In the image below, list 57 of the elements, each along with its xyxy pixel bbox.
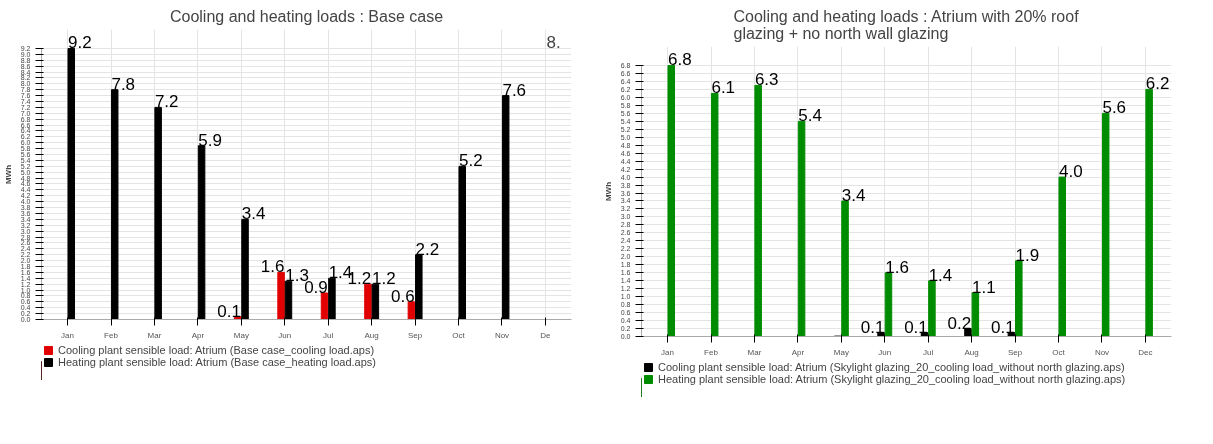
- y-axis-title: MWh: [3, 164, 13, 185]
- x-tick-label: Oct: [452, 330, 466, 340]
- x-tick-label: Jul: [923, 347, 934, 357]
- x-tick-label: Aug: [964, 347, 979, 357]
- data-label: 1.6: [260, 257, 285, 277]
- data-label: 1.9: [1015, 245, 1040, 265]
- data-label: 1.4: [928, 265, 953, 285]
- data-label: 0.1: [217, 301, 241, 321]
- y-axis-title: MWh: [603, 181, 613, 202]
- legend-label: Heating plant sensible load: Atrium (Skylight glazing_20_cooling load_without north glazing.aps): [658, 373, 1126, 385]
- x-tick-label: Jul: [323, 330, 334, 340]
- legend-label: Cooling plant sensible load: Atrium (Skylight glazing_20_cooling load_without north glazing.aps): [658, 361, 1125, 373]
- data-label: 5.4: [798, 106, 822, 126]
- x-tick-label: Nov: [494, 330, 510, 340]
- data-label: 6.2: [1145, 74, 1170, 94]
- x-tick-label: De: [540, 330, 552, 340]
- data-label: 3.4: [841, 185, 866, 205]
- x-tick-label: Mar: [747, 347, 762, 357]
- x-tick-label: Apr: [191, 330, 205, 340]
- data-label: 9.2: [68, 33, 92, 53]
- data-label: 1.1: [972, 277, 996, 297]
- x-tick-label: Sep: [407, 330, 423, 340]
- x-tick-label: May: [833, 347, 849, 357]
- chart-title: Cooling and heating loads : Atrium with 20% roof glazing + no north wall glazing: [733, 7, 1080, 42]
- data-label: 3.4: [241, 204, 266, 224]
- data-label: 5.9: [198, 130, 222, 150]
- x-tick-label: Feb: [104, 330, 119, 340]
- x-tick-label: Jun: [278, 330, 292, 340]
- data-label: 5.2: [458, 151, 483, 171]
- annotation: 8.: [546, 32, 561, 52]
- x-tick-label: Apr: [791, 347, 805, 357]
- data-label: 6.8: [668, 50, 692, 70]
- x-tick-label: Nov: [1094, 347, 1110, 357]
- data-label: 1.2: [372, 269, 396, 289]
- x-tick-label: Jun: [878, 347, 892, 357]
- x-tick-label: Feb: [704, 347, 719, 357]
- legend-label: Cooling plant sensible load: Atrium (Base case_cooling load.aps): [58, 344, 375, 356]
- x-tick-label: Dec: [1138, 347, 1153, 357]
- chart-title: Cooling and heating loads : Base case: [169, 7, 444, 25]
- data-label: 6.3: [754, 70, 779, 90]
- data-label: 7.2: [154, 92, 179, 112]
- data-label: 7.8: [111, 74, 136, 94]
- x-tick-label: Mar: [147, 330, 162, 340]
- x-tick-label: Sep: [1007, 347, 1023, 357]
- data-label: 0.6: [391, 286, 415, 306]
- x-tick-label: Jan: [661, 347, 675, 357]
- data-label: 5.6: [1102, 98, 1127, 118]
- x-tick-label: Oct: [1052, 347, 1066, 357]
- x-tick-label: Aug: [364, 330, 379, 340]
- x-tick-label: May: [233, 330, 249, 340]
- data-label: 4.0: [1058, 162, 1083, 182]
- data-label: 1.6: [885, 257, 909, 277]
- data-label: 6.1: [711, 78, 736, 98]
- x-tick-label: Jan: [61, 330, 75, 340]
- legend-label: Heating plant sensible load: Atrium (Base case_heating load.aps): [58, 356, 376, 368]
- data-label: 7.6: [502, 80, 527, 100]
- data-label: 2.2: [415, 239, 440, 259]
